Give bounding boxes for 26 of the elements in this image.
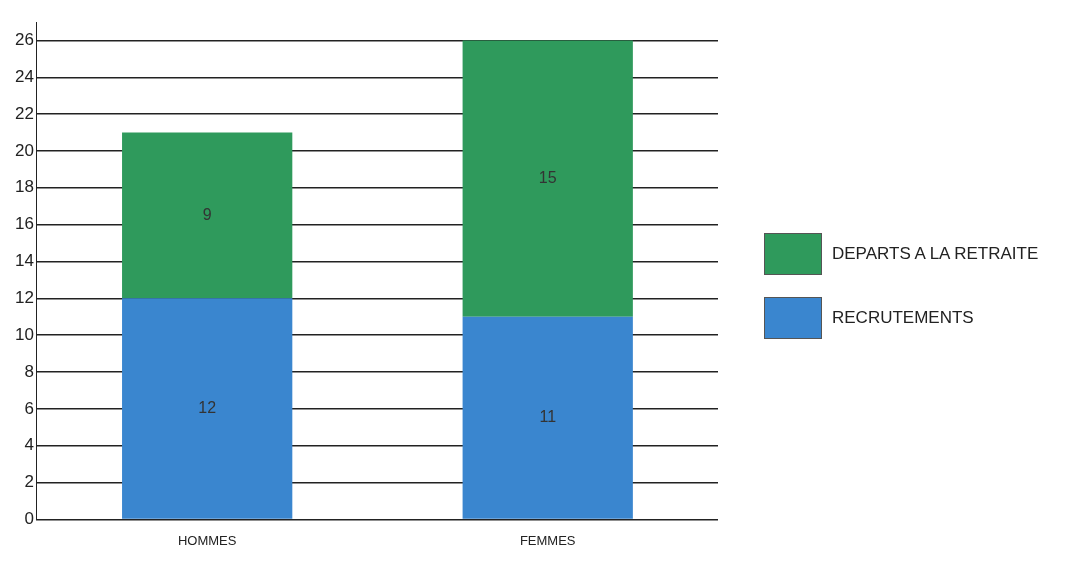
text: DEPARTS A LA RETRAITE <box>832 243 1039 264</box>
y-tick-label: 14 <box>14 251 34 271</box>
bar <box>462 316 633 519</box>
x-tick-label: HOMMES <box>177 532 237 548</box>
y-tick-label: 22 <box>14 103 34 123</box>
y-tick-label: 24 <box>14 66 34 86</box>
y-tick-label: 26 <box>14 30 34 50</box>
y-tick-label: 18 <box>14 177 34 197</box>
bar <box>462 40 633 317</box>
y-tick-label: 20 <box>14 140 34 160</box>
data-label: 12 <box>198 398 217 416</box>
data-label: 11 <box>539 408 557 426</box>
text: RECRUTEMENTS <box>832 307 974 328</box>
y-tick-label: 6 <box>24 398 34 418</box>
data-label: 9 <box>202 205 212 223</box>
y-tick-label: 12 <box>14 288 34 308</box>
y-tick-label: 2 <box>24 472 34 492</box>
y-tick-label: 0 <box>24 509 34 529</box>
bar <box>122 132 293 299</box>
data-label: 15 <box>538 169 557 186</box>
y-tick-label: 4 <box>24 435 34 455</box>
x-tick-label: FEMMES <box>519 532 576 548</box>
y-tick-label: 10 <box>14 324 34 344</box>
y-tick-label: 8 <box>24 361 34 381</box>
y-tick-label: 16 <box>14 214 34 234</box>
bar <box>122 298 293 519</box>
